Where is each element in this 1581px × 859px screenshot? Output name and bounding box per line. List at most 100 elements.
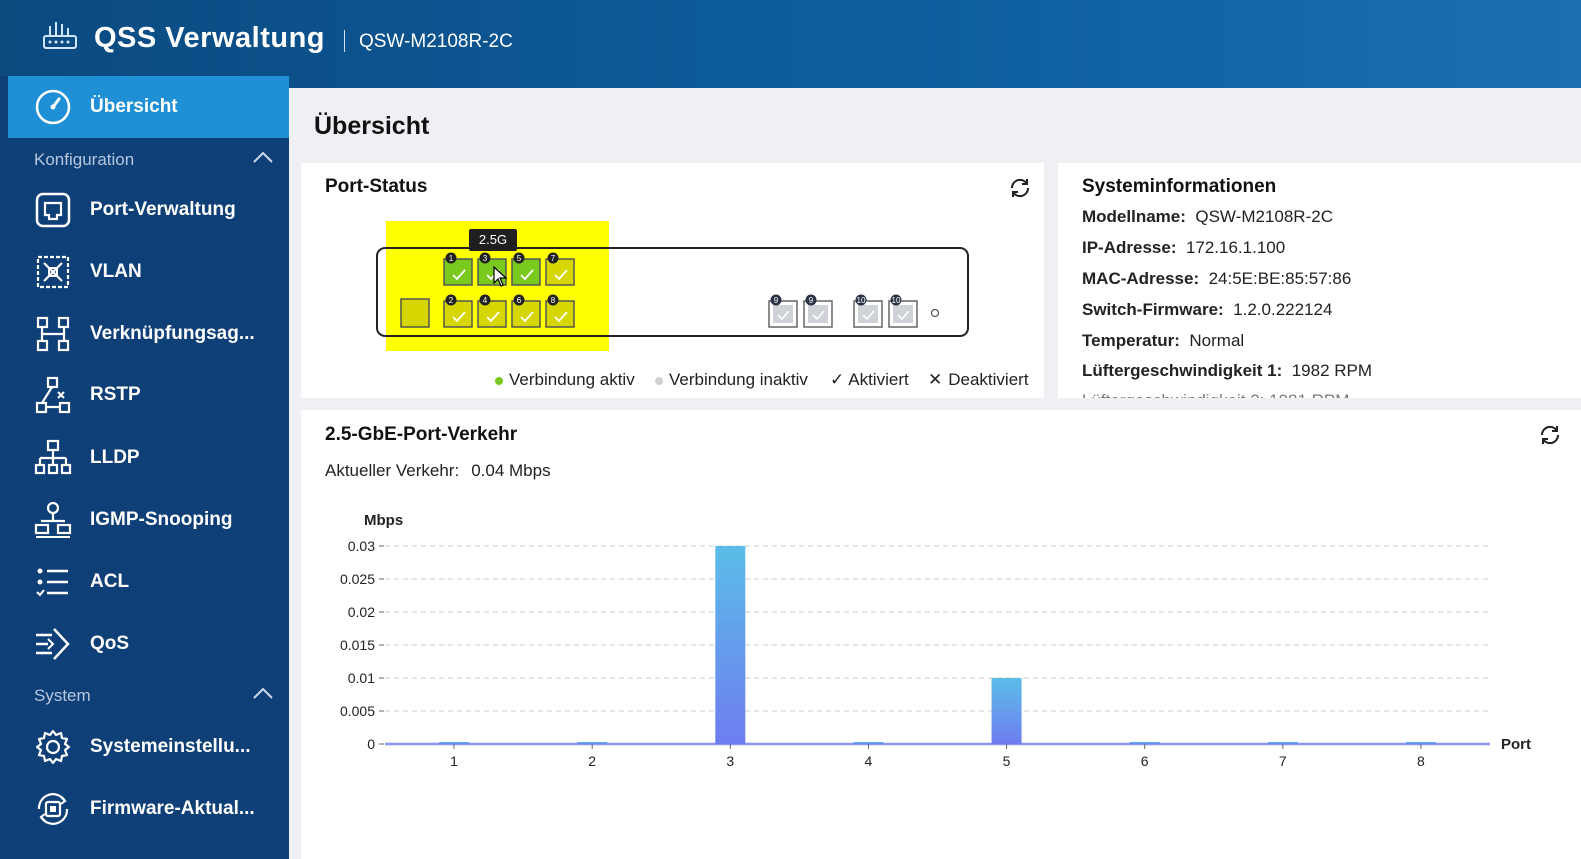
port-number: 2 — [449, 296, 454, 305]
port-icon — [35, 192, 71, 228]
legend-disabled: ✕ Deaktiviert — [928, 370, 1029, 389]
port-number-badge — [890, 294, 902, 306]
x-tick-label: 8 — [1417, 753, 1425, 769]
port-1[interactable]: 1 — [443, 252, 473, 286]
legend-active: Verbindung aktiv — [495, 370, 635, 390]
mouse-cursor-icon — [493, 266, 508, 287]
sidebar-item-label: LLDP — [90, 447, 140, 468]
port-4[interactable]: 4 — [477, 294, 507, 328]
gauge-icon — [35, 89, 71, 125]
switch-chassis-outline — [376, 247, 969, 337]
port-status-title: Port-Status — [325, 176, 428, 197]
port-5[interactable]: 5 — [511, 252, 541, 286]
chevron-up-icon[interactable] — [252, 686, 274, 700]
port-2[interactable]: 2 — [443, 294, 473, 328]
x-tick-label: 5 — [1003, 753, 1011, 769]
sidebar-item-acl[interactable]: ACL — [8, 557, 289, 607]
port-speed-tooltip: 2.5G — [469, 229, 517, 251]
y-tick-label: 0.025 — [340, 571, 375, 587]
led-indicator — [930, 308, 940, 318]
sidebar-item-label: ACL — [90, 571, 130, 592]
check-icon — [520, 269, 534, 281]
sidebar-item-overview[interactable]: Übersicht — [8, 76, 289, 138]
check-icon — [452, 269, 466, 281]
port-8[interactable]: 8 — [545, 294, 575, 328]
sfp-port-inner — [858, 305, 878, 323]
port-number-badge — [547, 252, 559, 264]
switch-logo-icon — [43, 22, 77, 49]
legend-enabled: ✓ Aktiviert — [830, 370, 909, 389]
info-row-temperature: Temperatur: Normal — [1082, 331, 1245, 350]
header-divider — [344, 30, 345, 52]
y-tick-label: 0.015 — [340, 637, 375, 653]
port-number: 6 — [517, 296, 522, 305]
x-tick-label: 1 — [450, 753, 458, 769]
sidebar-item-rstp[interactable]: RSTP — [8, 370, 289, 420]
sfp-port-10[interactable]: 10 — [888, 294, 918, 328]
traffic-title: 2.5-GbE-Port-Verkehr — [325, 424, 518, 445]
sidebar-item-lldp[interactable]: LLDP — [8, 433, 289, 483]
sidebar-item-port-management[interactable]: Port-Verwaltung — [8, 185, 289, 235]
x-tick-label: 7 — [1279, 753, 1287, 769]
sidebar-item-label: QoS — [90, 633, 130, 654]
bar-port-5 — [991, 678, 1022, 744]
sidebar-item-vlan[interactable]: VLAN — [8, 247, 289, 297]
port-number-badge — [479, 252, 491, 264]
port-number-badge — [513, 294, 525, 306]
bar-port-4 — [853, 742, 884, 744]
close-icon: ✕ — [928, 370, 943, 389]
check-icon — [520, 311, 534, 323]
info-row-firmware: Switch-Firmware: 1.2.0.222124 — [1082, 300, 1333, 319]
acl-icon — [36, 568, 68, 597]
sidebar-item-system-settings[interactable]: Systemeinstellu... — [8, 722, 289, 772]
port-number: 9 — [809, 296, 814, 305]
port-body — [511, 258, 541, 286]
bar-port-2 — [577, 742, 608, 744]
check-icon — [897, 310, 910, 321]
link-aggregation-icon — [36, 316, 70, 352]
port-7[interactable]: 7 — [545, 252, 575, 286]
port-number: 7 — [551, 254, 556, 263]
check-icon — [862, 310, 875, 321]
sfp-port-inner — [808, 305, 828, 323]
switch-front-panel: 1 3 5 7 2 4 6 8 9 9 10 10 — [376, 221, 969, 351]
legend-inactive: Verbindung inaktiv — [655, 370, 808, 390]
port-number: 10 — [857, 296, 866, 305]
info-row-model: Modellname: QSW-M2108R-2C — [1082, 207, 1333, 226]
sfp-port-9[interactable]: 9 — [803, 294, 833, 328]
current-traffic-value: 0.04 Mbps — [471, 461, 551, 480]
sidebar-item-firmware-update[interactable]: Firmware-Aktual... — [8, 784, 289, 834]
port-uplink — [400, 298, 430, 328]
port-number: 3 — [483, 254, 488, 263]
sidebar-item-label: RSTP — [90, 384, 141, 405]
refresh-icon[interactable] — [1538, 423, 1562, 447]
sidebar-item-link-aggregation[interactable]: Verknüpfungsag... — [8, 309, 289, 359]
port-number-badge — [445, 294, 457, 306]
info-row-fan1: Lüftergeschwindigkeit 1: 1982 RPM — [1082, 361, 1373, 380]
sidebar-item-label: Firmware-Aktual... — [90, 798, 255, 819]
port-number: 9 — [774, 296, 779, 305]
port-number: 8 — [551, 296, 556, 305]
traffic-bar-chart: 0 0.005 0.01 0.015 0.02 0.025 0.03 1 2 3 4 5 6 7 8 Mb… — [340, 512, 1531, 769]
vlan-icon — [36, 255, 70, 289]
port-number: 5 — [517, 254, 522, 263]
port-number-badge — [770, 294, 782, 306]
port-6[interactable]: 6 — [511, 294, 541, 328]
current-traffic-label: Aktueller Verkehr: — [325, 461, 460, 480]
rstp-icon — [35, 376, 71, 414]
port-number-badge — [479, 294, 491, 306]
sfp-port-inner — [893, 305, 913, 323]
chevron-up-icon[interactable] — [252, 150, 274, 164]
model-name: QSW-M2108R-2C — [359, 31, 513, 52]
sidebar-item-igmp-snooping[interactable]: IGMP-Snooping — [8, 495, 289, 545]
sidebar-item-qos[interactable]: QoS — [8, 619, 289, 669]
check-icon — [554, 311, 568, 323]
port-body — [545, 300, 575, 328]
sfp-port-9[interactable]: 9 — [768, 294, 798, 328]
y-tick-label: 0.005 — [340, 703, 375, 719]
info-row-ip: IP-Adresse: 172.16.1.100 — [1082, 238, 1286, 257]
igmp-icon — [34, 501, 72, 538]
refresh-icon[interactable] — [1008, 176, 1032, 200]
sfp-port-10[interactable]: 10 — [853, 294, 883, 328]
info-row-clipped: Lüftergeschwindigkeit 2: 1981 RPM — [1082, 391, 1349, 398]
